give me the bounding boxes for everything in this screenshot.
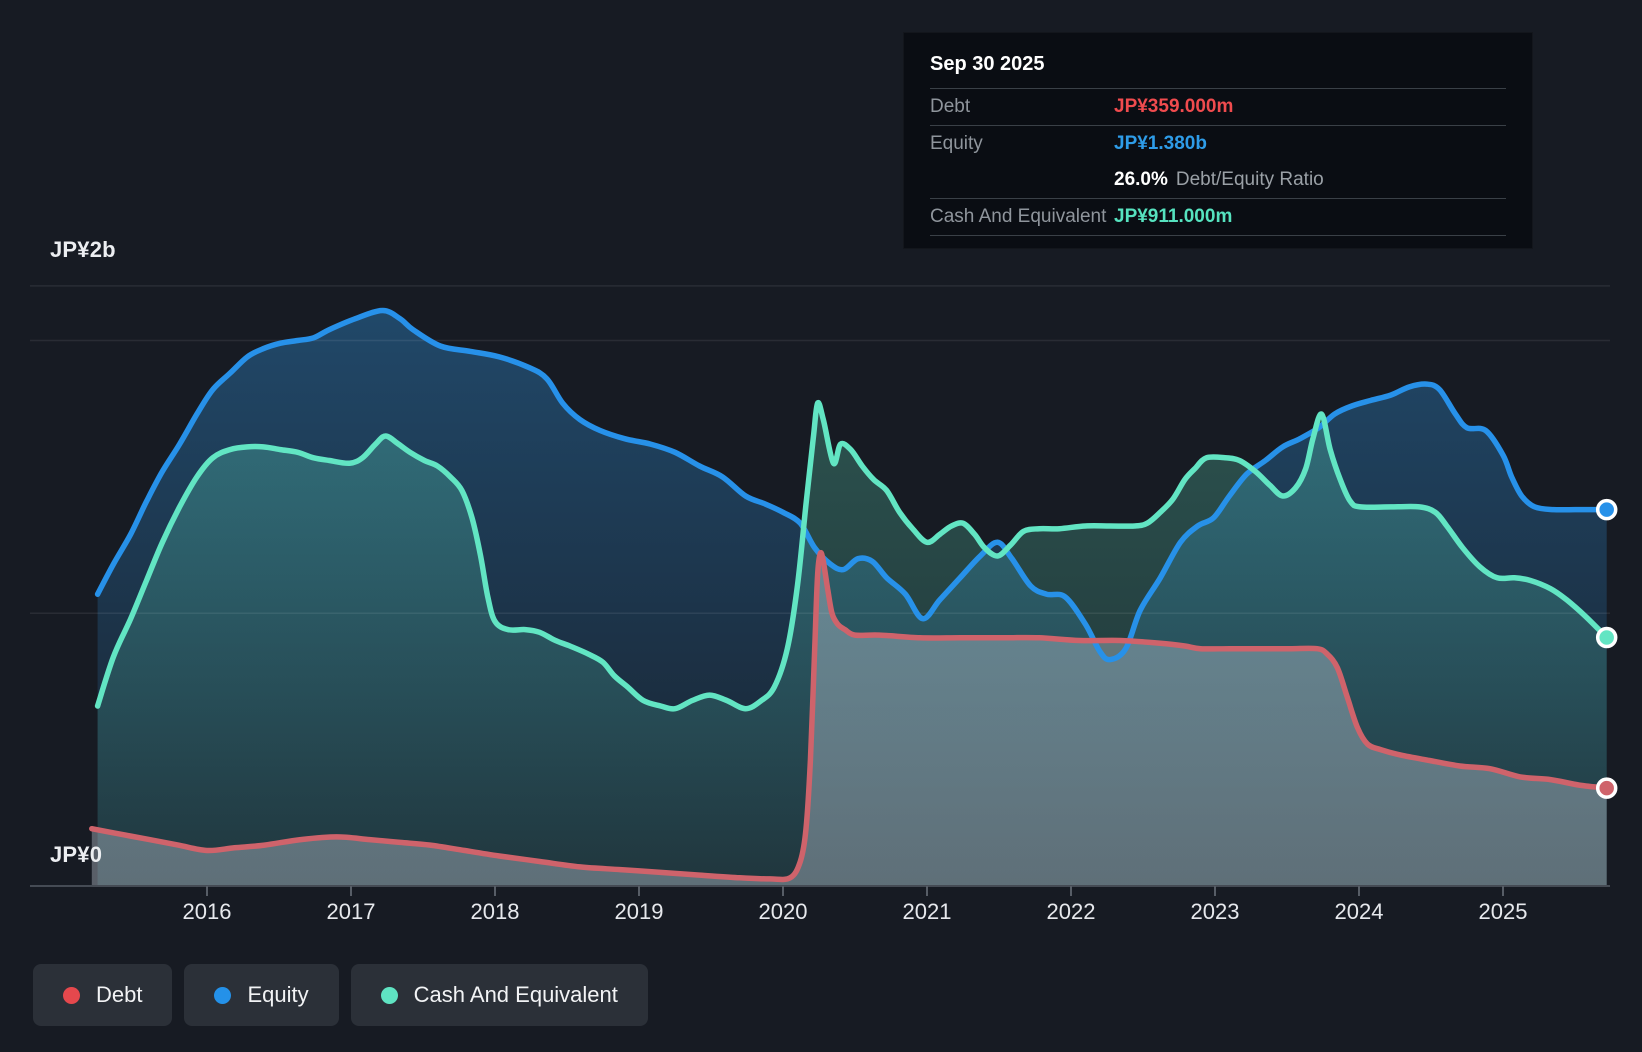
tooltip-date: Sep 30 2025 [930, 43, 1506, 89]
chart-tooltip: Sep 30 2025 Debt JP¥359.000m Equity JP¥1… [903, 32, 1533, 249]
legend-debt-label: Debt [96, 982, 143, 1007]
x-axis-label-2024: 2024 [1334, 899, 1384, 924]
tooltip-row-equity: Equity JP¥1.380b [930, 126, 1506, 162]
tooltip-cash-label: Cash And Equivalent [930, 206, 1107, 227]
equity-legend-dot-icon [214, 986, 232, 1004]
x-axis-label-2025: 2025 [1478, 899, 1528, 924]
x-axis-label-2019: 2019 [614, 899, 664, 924]
x-axis-labels: 2016 2017 2018 2019 2020 2021 2022 2023 2024 2025 [0, 899, 1642, 927]
x-axis-label-2021: 2021 [902, 899, 952, 924]
y-axis-label-top: JP¥2b [50, 237, 116, 262]
tooltip-debt-label: Debt [930, 96, 971, 117]
debt-area [91, 552, 1607, 886]
tooltip-equity-value: JP¥1.380b [1114, 133, 1207, 154]
chart-legend: Debt Equity Cash And Equivalent [33, 964, 648, 1026]
debt-legend-dot-icon [63, 986, 80, 1004]
tooltip-ratio: 26.0% Debt/Equity Ratio [1114, 169, 1324, 191]
x-axis-label-2018: 2018 [470, 899, 520, 924]
cash-and-equivalent-endpoint-dot [1595, 626, 1618, 649]
tooltip-cash-value: JP¥911.000m [1114, 206, 1233, 227]
cash-legend-dot-icon [380, 986, 398, 1004]
legend-equity-label: Equity [247, 982, 309, 1007]
tooltip-ratio-label: Debt/Equity Ratio [1175, 169, 1324, 190]
tooltip-row-ratio: 26.0% Debt/Equity Ratio [930, 162, 1506, 199]
debt-line [89, 549, 1610, 883]
equity-endpoint-dot [1595, 498, 1618, 521]
legend-chip-debt[interactable]: Debt [33, 964, 173, 1026]
cash-and-equivalent-line [94, 399, 1610, 712]
equity-line [94, 307, 1610, 663]
x-axis-label-2022: 2022 [1046, 899, 1096, 924]
x-axis-label-2017: 2017 [326, 899, 376, 924]
legend-cash-label: Cash And Equivalent [413, 982, 618, 1007]
y-axis-label-bottom: JP¥0 [50, 842, 103, 867]
legend-chip-cash[interactable]: Cash And Equivalent [350, 964, 648, 1026]
tooltip-debt-value: JP¥359.000m [1114, 96, 1234, 117]
legend-chip-equity[interactable]: Equity [184, 964, 339, 1026]
tooltip-equity-label: Equity [930, 133, 983, 154]
x-axis-label-2023: 2023 [1190, 899, 1240, 924]
tooltip-row-debt: Debt JP¥359.000m [930, 89, 1506, 126]
x-axis-label-2020: 2020 [758, 899, 808, 924]
x-axis-label-2016: 2016 [182, 899, 232, 924]
tooltip-ratio-value: 26.0% [1114, 169, 1168, 190]
tooltip-row-cash: Cash And Equivalent JP¥911.000m [930, 199, 1506, 236]
debt-endpoint-dot [1595, 777, 1618, 799]
